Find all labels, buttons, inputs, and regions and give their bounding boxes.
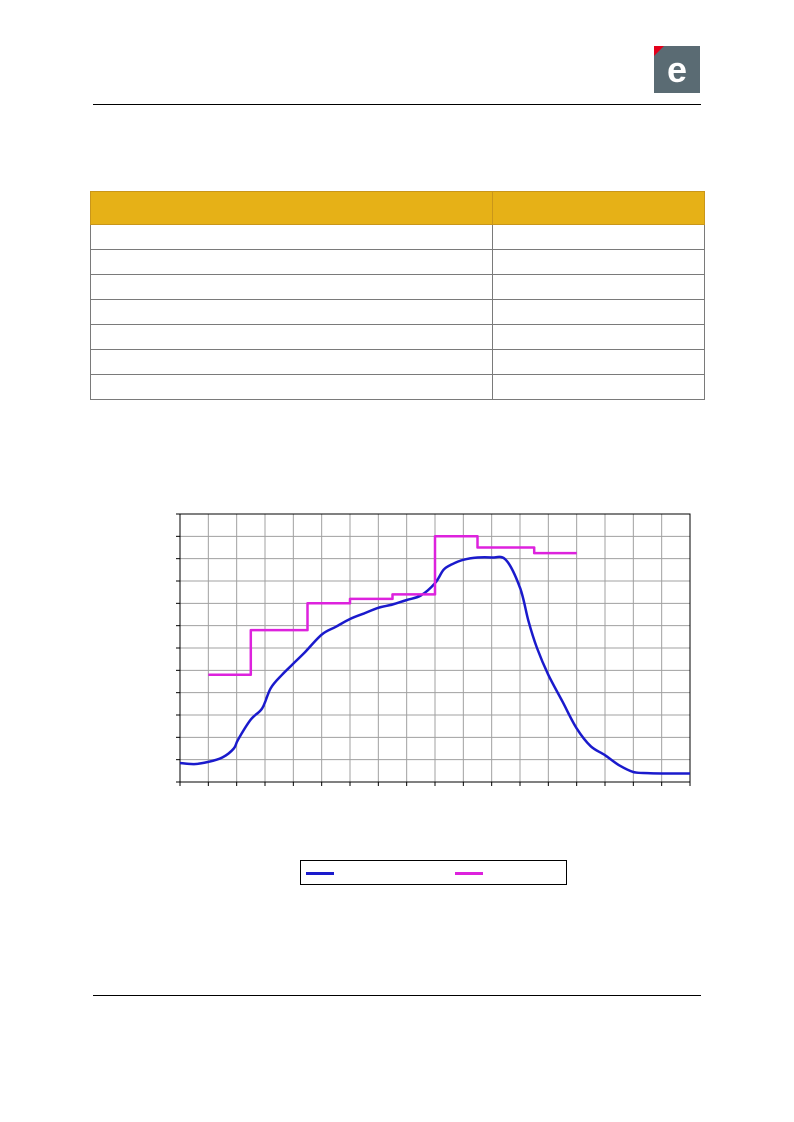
table-cell xyxy=(90,349,493,375)
legend-swatch-series-2 xyxy=(455,872,483,875)
table-cell xyxy=(90,274,493,300)
table-cell xyxy=(90,299,493,325)
table-cell xyxy=(492,349,705,375)
e-logo-icon: e xyxy=(654,46,700,93)
table-cell xyxy=(492,374,705,400)
chart-legend xyxy=(300,860,567,885)
table-cell xyxy=(90,224,493,250)
table-cell xyxy=(492,224,705,250)
table-row xyxy=(90,324,705,350)
logo-accent xyxy=(654,46,664,56)
footer-rule xyxy=(93,995,701,996)
table-row xyxy=(90,349,705,375)
table-cell xyxy=(492,299,705,325)
table-row xyxy=(90,299,705,325)
chart-series xyxy=(179,535,690,775)
table-row xyxy=(90,274,705,300)
table-cell xyxy=(492,249,705,275)
logo-background xyxy=(654,46,700,93)
table-row xyxy=(90,374,705,400)
series-line-1 xyxy=(179,555,690,775)
table-cell xyxy=(90,249,493,275)
logo-letter: e xyxy=(667,49,687,90)
data-table xyxy=(90,191,705,400)
table-row xyxy=(90,224,705,250)
table-row xyxy=(90,249,705,275)
table-cell xyxy=(492,324,705,350)
table-header-cell xyxy=(90,191,493,225)
header-rule xyxy=(93,104,701,105)
table-cell xyxy=(492,274,705,300)
table-cell xyxy=(90,374,493,400)
chart-grid xyxy=(180,514,690,782)
plot-area xyxy=(179,513,691,783)
table-header-row xyxy=(90,191,705,225)
table-header-cell xyxy=(492,191,705,225)
table-cell xyxy=(90,324,493,350)
series-line-2 xyxy=(208,535,577,677)
legend-swatch-series-1 xyxy=(306,872,334,875)
chart-ticks xyxy=(176,513,691,786)
